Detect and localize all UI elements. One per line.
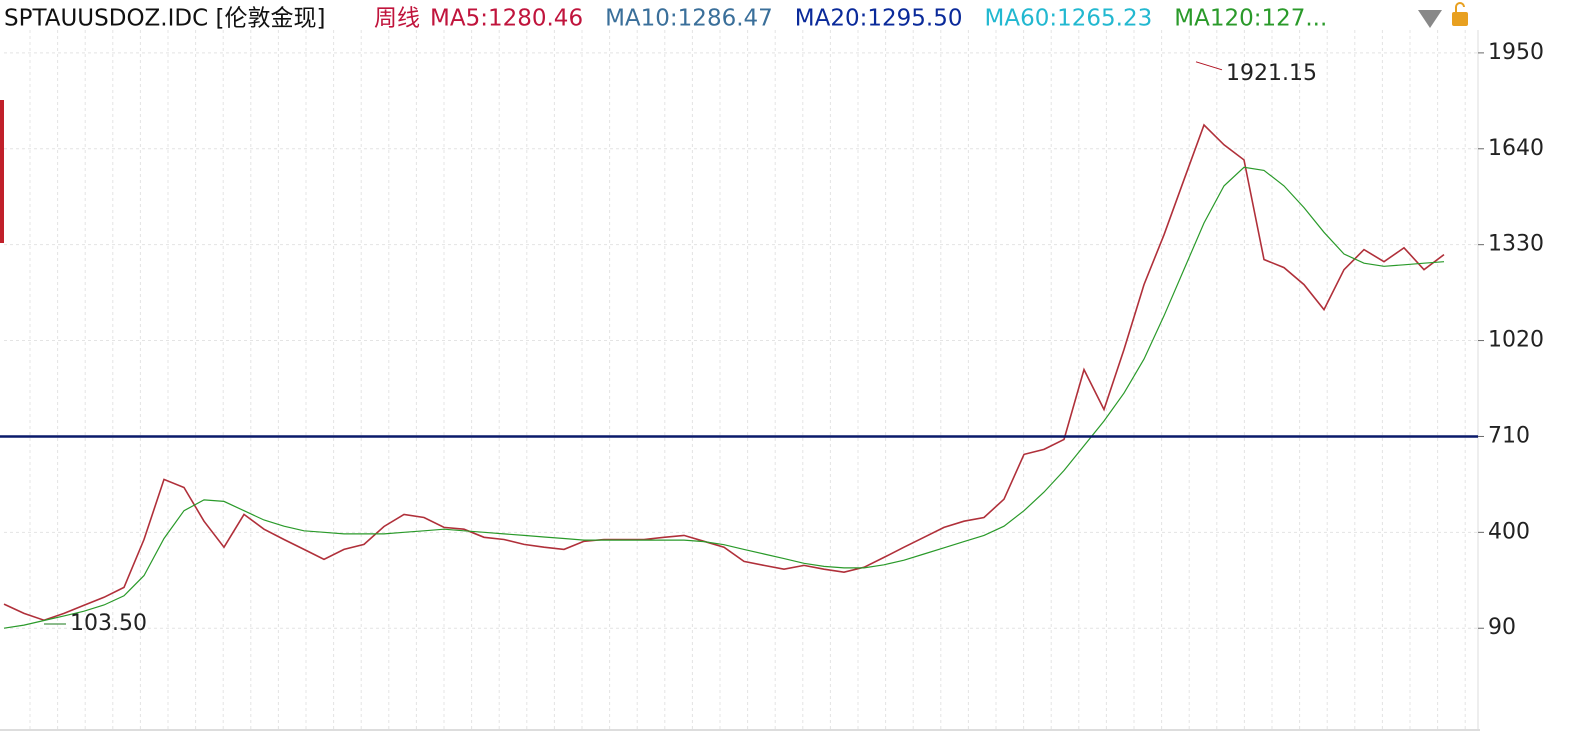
lock-icon[interactable] [1452, 12, 1468, 26]
series-line [3, 166, 1445, 629]
ma-label: MA5:1280.46 [430, 6, 583, 32]
y-tick-label: 1330 [1488, 232, 1544, 257]
extreme-pointer [1195, 61, 1223, 71]
extreme-label: 1921.15 [1226, 61, 1317, 86]
series-line [3, 123, 1445, 622]
dropdown-icon[interactable] [1418, 10, 1442, 28]
lock-shackle [1455, 2, 1465, 12]
y-tick-label: 400 [1488, 519, 1530, 544]
ma-label: MA10:1286.47 [605, 6, 773, 32]
side-marker [0, 100, 4, 243]
extreme-label: 103.50 [70, 611, 147, 636]
ma-label: MA20:1295.50 [795, 6, 963, 32]
y-tick-label: 1640 [1488, 136, 1544, 161]
y-tick-label: 1950 [1488, 40, 1544, 65]
plot: 1921.15 103.50 [0, 61, 1478, 636]
grid [4, 30, 1478, 730]
ma-label: MA60:1265.23 [985, 6, 1153, 32]
y-tick-label: 1020 [1488, 328, 1544, 353]
period: 周线 [374, 6, 420, 32]
y-tick-label: 90 [1488, 615, 1516, 640]
y-tick-label: 710 [1488, 423, 1530, 448]
chart-title: SPTAUUSDOZ.IDC [伦敦金现] [4, 6, 325, 32]
ma-label: MA120:127... [1174, 6, 1327, 32]
